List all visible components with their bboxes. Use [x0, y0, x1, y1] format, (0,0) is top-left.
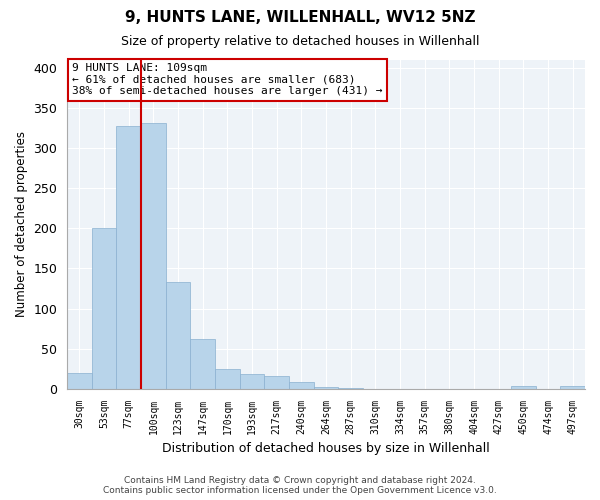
Bar — [141, 122, 166, 388]
Bar — [166, 282, 190, 389]
Text: 9 HUNTS LANE: 109sqm
← 61% of detached houses are smaller (683)
38% of semi-deta: 9 HUNTS LANE: 109sqm ← 61% of detached h… — [73, 64, 383, 96]
Bar — [240, 374, 265, 388]
Text: Size of property relative to detached houses in Willenhall: Size of property relative to detached ho… — [121, 35, 479, 48]
Y-axis label: Number of detached properties: Number of detached properties — [15, 132, 28, 318]
Bar — [67, 372, 92, 388]
Bar — [560, 386, 585, 388]
Bar — [511, 386, 536, 388]
Bar — [265, 376, 289, 388]
Text: 9, HUNTS LANE, WILLENHALL, WV12 5NZ: 9, HUNTS LANE, WILLENHALL, WV12 5NZ — [125, 10, 475, 25]
Text: Contains HM Land Registry data © Crown copyright and database right 2024.
Contai: Contains HM Land Registry data © Crown c… — [103, 476, 497, 495]
Bar — [314, 387, 338, 388]
Bar — [215, 368, 240, 388]
Bar — [92, 228, 116, 388]
Bar — [190, 339, 215, 388]
Bar — [116, 126, 141, 388]
Bar — [289, 382, 314, 388]
X-axis label: Distribution of detached houses by size in Willenhall: Distribution of detached houses by size … — [162, 442, 490, 455]
